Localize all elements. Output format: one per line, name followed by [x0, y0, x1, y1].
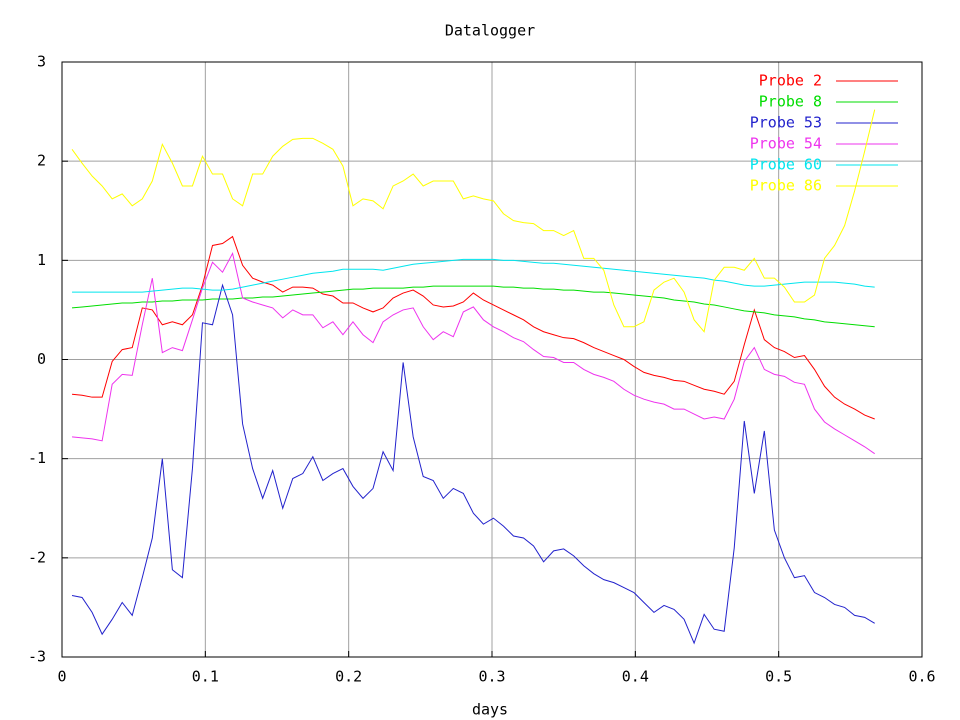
series-line	[71, 285, 875, 328]
legend-label: Probe 8	[759, 93, 822, 111]
legend-label: Probe 53	[750, 114, 822, 132]
y-tick-label: 0	[37, 350, 46, 368]
series-line	[71, 283, 875, 645]
legend-label: Probe 60	[750, 156, 822, 174]
legend-label: Probe 54	[750, 135, 822, 153]
chart-title: Datalogger	[445, 22, 535, 40]
x-tick-label: 0.1	[192, 668, 219, 686]
y-tick-label: -1	[28, 449, 46, 467]
x-tick-label: 0.6	[908, 668, 935, 686]
y-tick-label: 1	[37, 251, 46, 269]
plot-border	[61, 61, 923, 658]
x-axis-label: days	[472, 701, 508, 719]
series-line	[71, 235, 875, 420]
x-tick-label: 0.2	[335, 668, 362, 686]
legend-label: Probe 86	[750, 177, 822, 195]
y-tick-label: -2	[28, 548, 46, 566]
x-tick-label: 0	[57, 668, 66, 686]
x-tick-label: 0.5	[765, 668, 792, 686]
x-tick-label: 0.4	[622, 668, 649, 686]
x-tick-label: 0.3	[478, 668, 505, 686]
series-line	[71, 109, 876, 333]
series-line	[71, 251, 875, 455]
y-tick-label: 3	[37, 53, 46, 71]
legend-label: Probe 2	[759, 72, 822, 90]
y-tick-label: 2	[37, 152, 46, 170]
series-line	[72, 258, 875, 293]
y-tick-label: -3	[28, 648, 46, 666]
